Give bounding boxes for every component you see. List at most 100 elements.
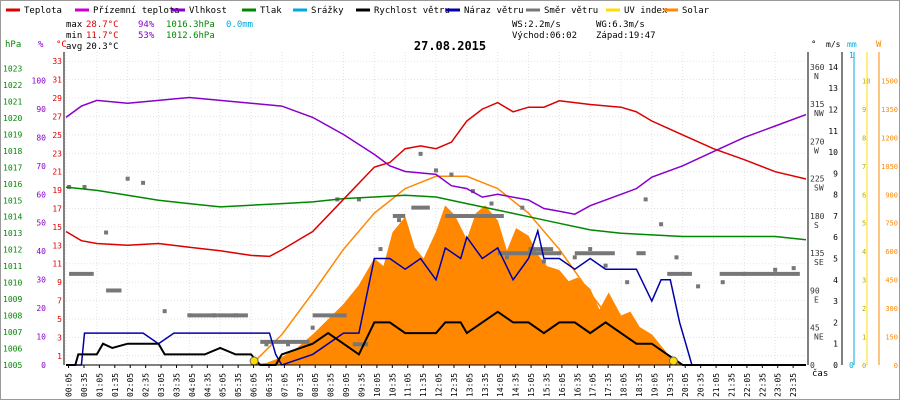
rain-axis-unit: mm	[847, 40, 857, 49]
uv-tick-label: 5	[862, 220, 866, 228]
compass-tick-label: W	[814, 146, 819, 155]
solar-max-line	[250, 175, 677, 366]
direction-tick-label: 360	[810, 63, 825, 72]
x-tick-label: 16:35	[573, 373, 582, 397]
x-tick-label: 02:05	[126, 373, 135, 397]
pressure-tick-label: 1022	[3, 81, 22, 90]
stats-max-temp: 28.7°C	[86, 20, 119, 30]
stats-min-label: min	[66, 31, 82, 41]
uv-tick-label: 6	[862, 191, 866, 199]
wind-direction-point	[434, 168, 438, 173]
wind-direction-point	[659, 222, 664, 227]
x-tick-label: 11:35	[419, 373, 428, 397]
compass-tick-label: NW	[814, 109, 824, 118]
legend-label-wind_direction: Směr větru	[544, 6, 598, 16]
solar-tick-label: 150	[885, 334, 898, 342]
legend-label-solar: Solar	[682, 6, 710, 16]
wind-tick-label: 13	[828, 84, 838, 93]
temperature-tick-label: 31	[52, 76, 62, 85]
x-tick-label: 00:35	[80, 373, 89, 397]
wind-tick-label: 14	[828, 63, 838, 72]
x-tick-label: 06:35	[265, 373, 274, 397]
compass-tick-label: NE	[814, 333, 824, 342]
uv-tick-label: 9	[862, 106, 866, 114]
wind-tick-label: 6	[833, 233, 838, 242]
pressure-tick-label: 1021	[3, 97, 22, 106]
solar-tick-label: 750	[885, 220, 898, 228]
humidity-tick-label: 60	[36, 190, 46, 199]
pressure-tick-label: 1008	[3, 312, 22, 321]
compass-tick-label: N	[814, 72, 819, 81]
solar-axis-unit: W	[876, 40, 882, 50]
x-tick-label: 23:35	[789, 373, 798, 397]
x-tick-label: 15:05	[527, 373, 536, 397]
wind-direction-point	[141, 180, 146, 185]
x-tick-label: 03:05	[157, 373, 166, 397]
x-tick-label: 09:35	[357, 373, 366, 397]
solar-tick-label: 600	[885, 248, 898, 256]
wind-tick-label: 2	[833, 318, 838, 327]
humidity-tick-label: 90	[36, 105, 46, 114]
pressure-line	[65, 186, 807, 241]
plot-area	[65, 96, 807, 366]
solar-tick-label: 1500	[881, 77, 898, 85]
wind-tick-label: 0	[833, 361, 838, 370]
temperature-tick-label: 33	[52, 57, 62, 66]
x-tick-label: 01:05	[95, 373, 104, 397]
x-tick-label: 13:05	[465, 373, 474, 397]
humidity-tick-label: 80	[36, 133, 46, 142]
humidity-tick-label: 50	[36, 219, 46, 228]
stats-ws: WS:2.2m/s	[512, 20, 561, 30]
solar-tick-label: 1200	[881, 134, 898, 142]
x-tick-label: 20:05	[681, 373, 690, 397]
pressure-tick-label: 1009	[3, 295, 22, 304]
uv-tick-label: 3	[862, 277, 866, 285]
stats-max-press: 1016.3hPa	[166, 20, 215, 30]
compass-tick-label: SW	[814, 184, 824, 193]
legend: Teplota Přízemní teplota Vlhkost Tlak Srážky…	[6, 6, 710, 16]
x-tick-label: 04:05	[188, 373, 197, 397]
pressure-tick-label: 1016	[3, 180, 22, 189]
legend-label-temperature: Teplota	[24, 6, 62, 16]
rain-tick-label: 0	[849, 361, 854, 370]
wind-direction-point	[504, 255, 509, 260]
stats-max-hum: 94%	[138, 20, 155, 30]
x-tick-label: 05:35	[234, 373, 243, 397]
x-tick-label: 03:35	[172, 373, 181, 397]
pressure-tick-label: 1013	[3, 229, 22, 238]
pressure-tick-label: 1005	[3, 361, 22, 370]
pressure-tick-label: 1012	[3, 246, 22, 255]
solar-tick-label: 900	[885, 191, 898, 199]
wind-direction-point	[264, 342, 269, 347]
uv-tick-label: 10	[862, 77, 870, 85]
wind-direction-point	[471, 189, 475, 194]
rain-tick-label: 1	[849, 51, 854, 60]
stats-avg-temp: 20.3°C	[86, 42, 119, 52]
wind-direction-point	[588, 247, 593, 252]
temperature-tick-label: 21	[52, 168, 62, 177]
wind-tick-label: 11	[828, 127, 838, 136]
uv-tick-label: 2	[862, 305, 866, 313]
wind-direction-point	[696, 284, 701, 289]
x-tick-label: 01:35	[111, 373, 120, 397]
x-tick-label: 13:35	[481, 373, 490, 397]
stats-rain: 0.0mm	[226, 20, 253, 30]
legend-label-humidity: Vlhkost	[189, 6, 227, 16]
stats-wg: WG:6.3m/s	[596, 20, 645, 30]
wind-direction-point	[286, 342, 290, 347]
wind-gust-line	[66, 228, 806, 366]
temperature-tick-label: 9	[57, 278, 62, 287]
legend-label-wind_gust: Náraz větru	[464, 6, 524, 16]
x-tick-label: 10:35	[388, 373, 397, 397]
temperature-line	[65, 100, 807, 258]
direction-tick-label: 180	[810, 212, 825, 221]
x-tick-label: 18:35	[635, 373, 644, 397]
humidity-tick-label: 20	[36, 304, 46, 313]
x-tick-label: 07:05	[280, 373, 289, 397]
x-tick-label: 20:35	[697, 373, 706, 397]
wind-direction-point	[557, 251, 562, 256]
x-tick-label: 16:05	[558, 373, 567, 397]
wind-direction-point	[104, 230, 109, 235]
solar-tick-label: 300	[885, 305, 898, 313]
solar-tick-label: 1050	[881, 163, 898, 171]
